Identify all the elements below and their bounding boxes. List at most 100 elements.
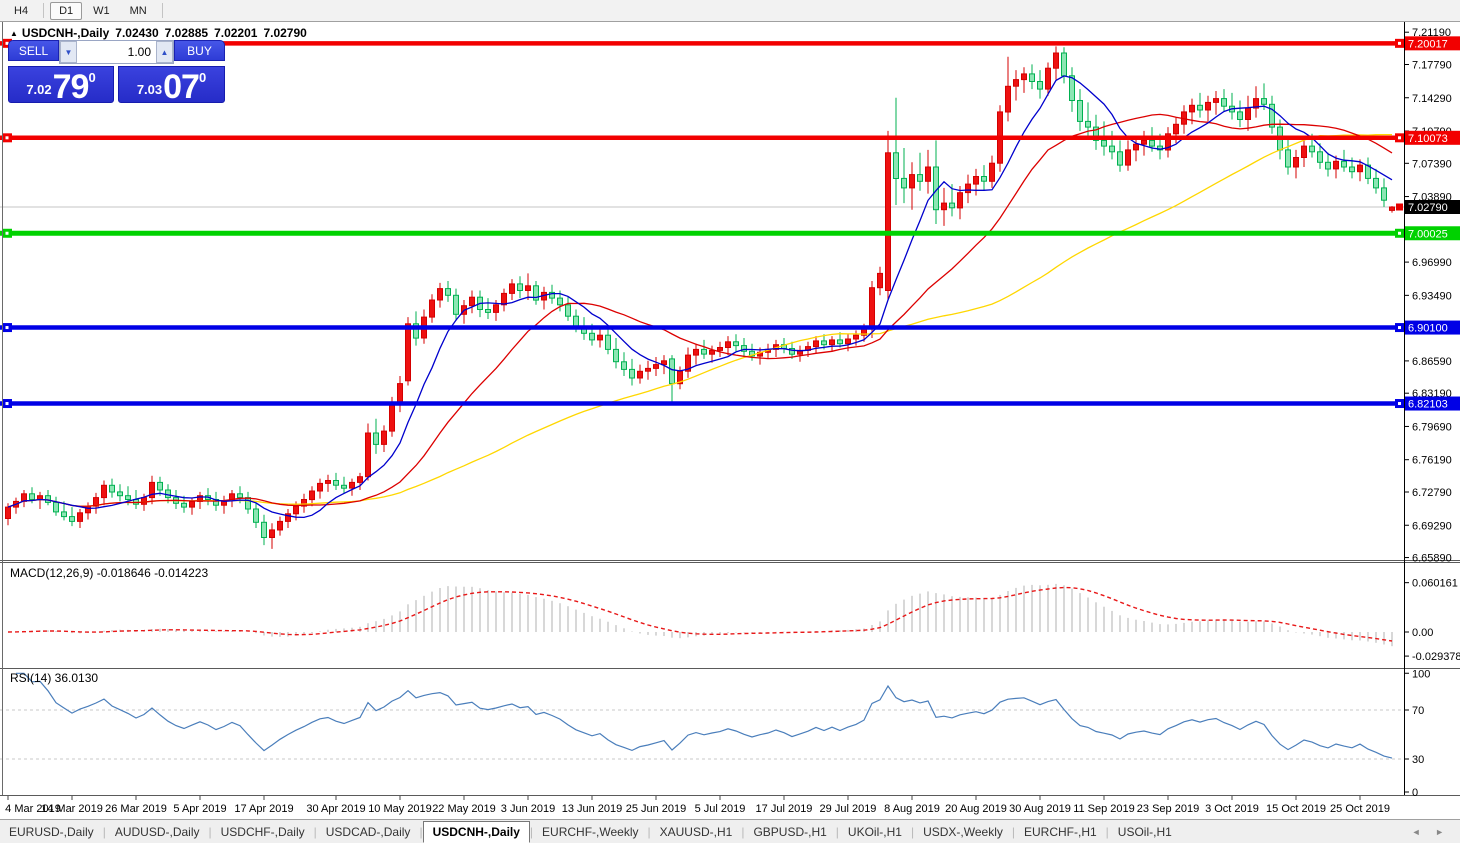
macd-histogram: [15, 583, 1393, 647]
buy-price-display[interactable]: 7.03 07 0: [118, 66, 225, 106]
tab-separator: |: [741, 824, 745, 839]
svg-text:-0.029378: -0.029378: [1412, 651, 1460, 663]
chevron-up-icon: ▲: [160, 48, 169, 57]
sell-price-small: 7.02: [26, 82, 52, 97]
hline-handle-dot: [5, 326, 9, 330]
tab-usdx-weekly[interactable]: USDX-,Weekly: [923, 824, 1003, 839]
period-button-h4[interactable]: H4: [14, 4, 29, 17]
svg-text:13 Jun 2019: 13 Jun 2019: [562, 803, 623, 815]
macd-label: MACD(12,26,9) -0.018646 -0.014223: [10, 566, 209, 580]
svg-text:23 Sep 2019: 23 Sep 2019: [1137, 803, 1199, 815]
hline-handle-dot: [5, 402, 9, 406]
buy-button[interactable]: BUY: [174, 40, 225, 61]
ohlc-close: 7.02790: [263, 26, 307, 40]
svg-text:0.00: 0.00: [1412, 627, 1433, 639]
tab-separator: |: [910, 824, 915, 839]
sell-price-big: 79: [52, 68, 90, 106]
svg-text:22 May 2019: 22 May 2019: [432, 803, 496, 815]
tab-xauusd-h1[interactable]: XAUUSD-,H1: [659, 824, 733, 839]
tab-separator: |: [419, 824, 423, 839]
ma-21-line: [7, 113, 1393, 508]
tab-audusd-daily[interactable]: AUDUSD-,Daily: [114, 824, 200, 839]
svg-text:20 Aug 2019: 20 Aug 2019: [945, 803, 1007, 815]
tab-usdcnh-daily[interactable]: USDCNH-,Daily: [422, 820, 530, 843]
tab-eurusd-daily[interactable]: EURUSD-,Daily: [9, 824, 94, 839]
tab-eurchf-h1[interactable]: EURCHF-,H1: [1023, 824, 1097, 839]
tab-usoil-h1[interactable]: USOil-,H1: [1117, 824, 1172, 839]
period-button-w1[interactable]: W1: [93, 4, 110, 17]
svg-text:6.82103: 6.82103: [1408, 399, 1448, 411]
svg-text:29 Jul 2019: 29 Jul 2019: [820, 803, 877, 815]
price-axis-badges: 7.20017 7.10073 7.02790 7.00025 6.90100 6.821…: [1395, 36, 1460, 411]
svg-text:25 Oct 2019: 25 Oct 2019: [1330, 803, 1390, 815]
rsi-line: [16, 672, 1393, 759]
tab-separator: |: [835, 824, 839, 839]
tab-separator: |: [529, 824, 534, 839]
tab-usdchf-daily[interactable]: USDCHF-,Daily: [220, 824, 305, 839]
tab-separator: |: [102, 824, 106, 839]
volume-input[interactable]: 1.00: [127, 45, 151, 59]
svg-text:6.72790: 6.72790: [1412, 487, 1452, 499]
toolbar-separator: [43, 3, 45, 18]
candles-layer: [5, 46, 1395, 549]
tab-gbpusd-h1[interactable]: GBPUSD-,H1: [753, 824, 827, 839]
svg-text:5 Jul 2019: 5 Jul 2019: [695, 803, 746, 815]
svg-text:17 Jul 2019: 17 Jul 2019: [756, 803, 813, 815]
tab-scroll-arrows[interactable]: ◄ ►: [1411, 826, 1450, 837]
period-button-mn[interactable]: MN: [129, 4, 147, 17]
svg-text:6.86590: 6.86590: [1412, 356, 1452, 368]
tab-separator: |: [1011, 824, 1015, 839]
svg-text:7.07390: 7.07390: [1412, 158, 1452, 170]
svg-text:30 Apr 2019: 30 Apr 2019: [306, 803, 365, 815]
tab-eurchf-weekly[interactable]: EURCHF-,Weekly: [542, 824, 639, 839]
svg-text:4 Mar 2019: 4 Mar 2019: [5, 803, 61, 815]
toolbar-separator: [161, 3, 163, 18]
svg-text:14 Mar 2019: 14 Mar 2019: [41, 803, 103, 815]
buy-price-big: 07: [163, 68, 200, 106]
buy-price-small: 7.03: [136, 82, 163, 97]
tab-separator: |: [1105, 824, 1109, 839]
svg-text:10 May 2019: 10 May 2019: [368, 803, 432, 815]
sell-price-sup: 0: [88, 70, 96, 85]
svg-text:7.21190: 7.21190: [1412, 27, 1451, 39]
svg-text:3 Oct 2019: 3 Oct 2019: [1205, 803, 1259, 815]
hline-handle-dot: [5, 136, 9, 140]
svg-text:7.00025: 7.00025: [1408, 228, 1448, 240]
rsi-label: RSI(14) 36.0130: [10, 671, 99, 685]
sell-button[interactable]: SELL: [8, 40, 59, 61]
tab-ukoil-h1[interactable]: UKOil-,H1: [847, 824, 902, 839]
ma-8-line: [7, 75, 1393, 519]
svg-text:6.76190: 6.76190: [1412, 455, 1452, 467]
svg-text:6.65890: 6.65890: [1412, 553, 1452, 565]
svg-text:0: 0: [1412, 787, 1418, 799]
ma-55-line: [7, 133, 1392, 508]
tab-separator: |: [647, 824, 651, 839]
svg-text:30: 30: [1412, 754, 1424, 766]
volume-increase-button[interactable]: ▲: [156, 41, 173, 63]
ohlc-high: 7.02885: [164, 26, 209, 40]
svg-text:6.96990: 6.96990: [1412, 257, 1452, 269]
chevron-down-icon: ▼: [64, 48, 73, 57]
tab-usdcad-daily[interactable]: USDCAD-,Daily: [325, 824, 411, 839]
svg-text:5 Apr 2019: 5 Apr 2019: [173, 803, 226, 815]
svg-text:7.02790: 7.02790: [1408, 202, 1448, 214]
tab-separator: |: [208, 824, 212, 839]
volume-decrease-button[interactable]: ▼: [60, 41, 77, 63]
svg-text:30 Aug 2019: 30 Aug 2019: [1009, 803, 1071, 815]
collapse-chart-icon[interactable]: ▲: [10, 29, 18, 38]
svg-text:8 Aug 2019: 8 Aug 2019: [884, 803, 940, 815]
sell-price-display[interactable]: 7.02 79 0: [8, 66, 114, 106]
ohlc-low: 7.02201: [214, 26, 258, 40]
timeframe-toolbar: H4 D1 W1 MN: [0, 0, 1460, 22]
svg-text:11 Sep 2019: 11 Sep 2019: [1073, 803, 1135, 815]
macd-signal-line: [7, 586, 1393, 642]
svg-text:70: 70: [1412, 705, 1424, 717]
chart-tabs-bar: EURUSD-,Daily | AUDUSD-,Daily | USDCHF-,Dail…: [0, 819, 1460, 843]
tab-separator: |: [313, 824, 317, 839]
period-button-d1[interactable]: D1: [50, 1, 83, 20]
volume-control: ▼ 1.00 ▲: [59, 40, 174, 64]
svg-text:17 Apr 2019: 17 Apr 2019: [234, 803, 293, 815]
svg-text:7.10073: 7.10073: [1408, 133, 1448, 145]
